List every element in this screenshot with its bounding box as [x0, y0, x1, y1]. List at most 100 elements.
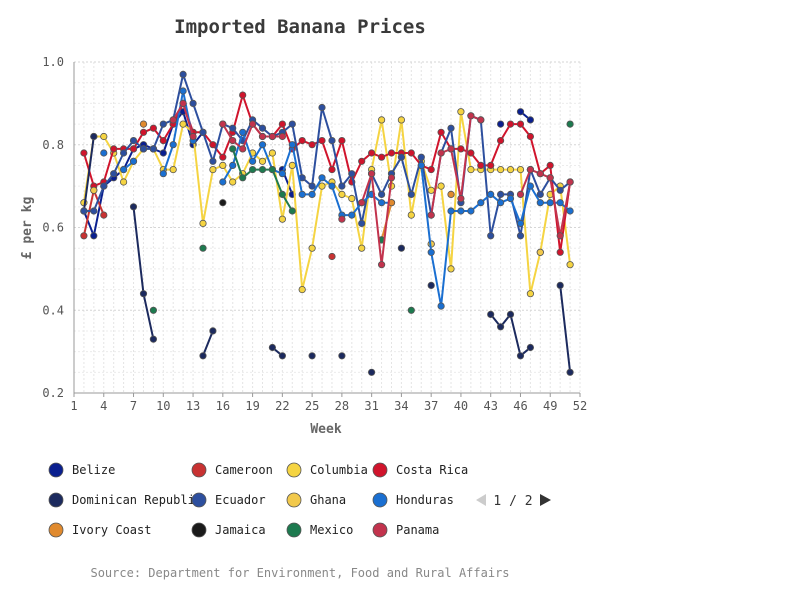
data-point[interactable] [169, 116, 177, 124]
data-point[interactable] [229, 145, 237, 153]
data-point[interactable] [129, 157, 138, 165]
data-point[interactable] [189, 132, 197, 141]
legend-item-ecuador[interactable]: Ecuador [191, 492, 266, 508]
data-point[interactable] [526, 116, 535, 124]
legend-item-belize[interactable]: Belize [48, 462, 115, 478]
data-point[interactable] [318, 174, 326, 182]
data-point[interactable] [487, 310, 495, 318]
data-point[interactable] [308, 352, 316, 360]
data-point[interactable] [496, 323, 505, 331]
data-point[interactable] [179, 70, 187, 79]
data-point[interactable] [496, 199, 505, 207]
data-point[interactable] [407, 190, 415, 198]
data-point[interactable] [457, 145, 465, 153]
data-point[interactable] [80, 149, 88, 157]
data-point[interactable] [90, 186, 98, 194]
data-point[interactable] [258, 132, 267, 141]
data-point[interactable] [100, 149, 108, 157]
data-point[interactable] [437, 182, 445, 190]
data-point[interactable] [496, 166, 505, 174]
data-point[interactable] [278, 352, 286, 360]
data-point[interactable] [506, 120, 515, 128]
data-point[interactable] [149, 335, 157, 343]
data-point[interactable] [80, 207, 88, 215]
legend-item-dominican-republic[interactable]: Dominican Republic [48, 492, 202, 508]
data-point[interactable] [288, 207, 296, 215]
data-point[interactable] [487, 161, 495, 169]
data-point[interactable] [278, 132, 286, 141]
data-point[interactable] [377, 116, 386, 124]
data-point[interactable] [100, 182, 108, 190]
data-point[interactable] [209, 166, 217, 174]
data-point[interactable] [90, 132, 98, 141]
data-point[interactable] [268, 343, 276, 352]
data-point[interactable] [288, 141, 296, 149]
data-point[interactable] [80, 232, 88, 240]
legend-item-columbia[interactable]: Columbia [286, 462, 368, 478]
data-point[interactable] [189, 99, 197, 108]
data-point[interactable] [249, 166, 257, 174]
data-point[interactable] [397, 153, 405, 161]
data-point[interactable] [268, 132, 276, 141]
data-point[interactable] [338, 352, 346, 360]
data-point[interactable] [447, 124, 455, 132]
data-point[interactable] [278, 190, 286, 198]
data-point[interactable] [467, 112, 475, 120]
data-point[interactable] [516, 166, 525, 174]
data-point[interactable] [219, 153, 227, 161]
data-point[interactable] [477, 161, 485, 169]
data-point[interactable] [159, 120, 167, 128]
data-point[interactable] [308, 141, 316, 149]
data-point[interactable] [159, 170, 167, 178]
data-point[interactable] [308, 182, 316, 190]
data-point[interactable] [159, 149, 167, 157]
data-point[interactable] [526, 182, 535, 190]
data-point[interactable] [556, 186, 564, 194]
data-point[interactable] [149, 306, 157, 314]
data-point[interactable] [516, 352, 525, 360]
data-point[interactable] [417, 161, 425, 169]
data-point[interactable] [506, 166, 515, 174]
data-point[interactable] [338, 182, 346, 190]
data-point[interactable] [407, 306, 415, 314]
data-point[interactable] [427, 248, 435, 256]
data-point[interactable] [288, 120, 296, 128]
data-point[interactable] [447, 265, 455, 273]
data-point[interactable] [358, 199, 366, 207]
data-point[interactable] [487, 190, 495, 198]
data-point[interactable] [367, 170, 376, 178]
data-point[interactable] [298, 190, 306, 198]
data-point[interactable] [516, 190, 525, 198]
legend-item-costa-rica[interactable]: Costa Rica [372, 462, 468, 478]
data-point[interactable] [258, 141, 267, 149]
data-point[interactable] [566, 368, 574, 376]
data-point[interactable] [437, 302, 445, 310]
data-point[interactable] [546, 161, 554, 169]
data-point[interactable] [249, 120, 257, 128]
data-point[interactable] [239, 128, 247, 136]
legend-item-jamaica[interactable]: Jamaica [191, 522, 266, 538]
data-point[interactable] [100, 132, 108, 141]
previous-page-icon[interactable] [476, 494, 486, 506]
data-point[interactable] [566, 178, 574, 186]
data-point[interactable] [209, 141, 217, 149]
data-point[interactable] [358, 219, 366, 227]
data-point[interactable] [129, 145, 138, 153]
data-point[interactable] [229, 178, 237, 186]
data-point[interactable] [556, 248, 564, 256]
data-point[interactable] [348, 211, 356, 219]
data-point[interactable] [120, 149, 128, 157]
data-point[interactable] [536, 190, 544, 198]
data-point[interactable] [516, 219, 525, 227]
data-point[interactable] [179, 87, 187, 95]
data-point[interactable] [457, 207, 465, 215]
data-point[interactable] [358, 244, 366, 252]
data-point[interactable] [556, 281, 564, 289]
data-point[interactable] [546, 199, 554, 207]
data-point[interactable] [447, 145, 455, 153]
data-point[interactable] [139, 290, 148, 298]
legend-item-mexico[interactable]: Mexico [286, 522, 353, 538]
data-point[interactable] [149, 124, 157, 132]
data-point[interactable] [199, 244, 207, 252]
data-point[interactable] [199, 219, 207, 227]
